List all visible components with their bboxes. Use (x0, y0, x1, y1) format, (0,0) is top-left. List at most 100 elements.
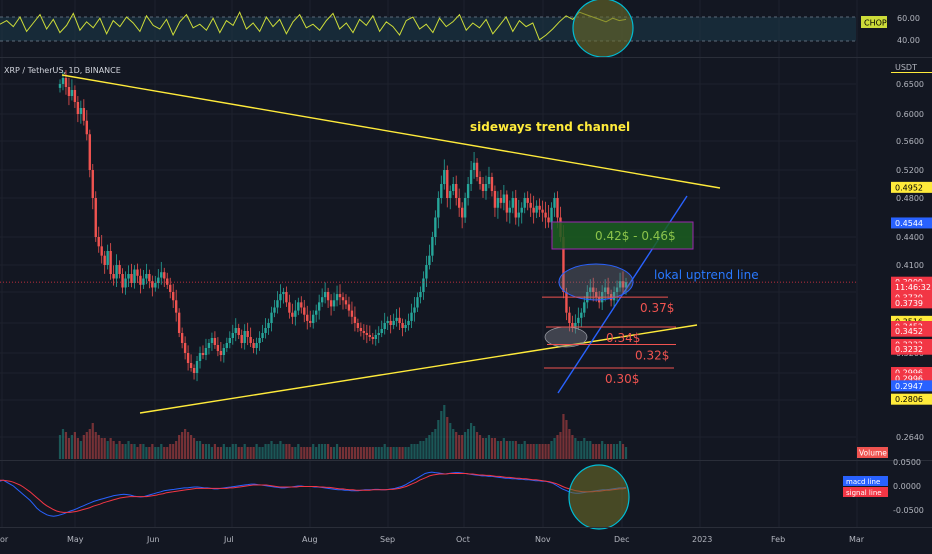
candle-body (106, 251, 109, 265)
volume-bar (273, 444, 276, 459)
candle-body (463, 198, 467, 218)
volume-bar (580, 441, 583, 459)
volume-bar (234, 444, 237, 459)
candle-body (338, 294, 342, 298)
candle-body (425, 265, 428, 279)
volume-badge (857, 447, 888, 458)
candle-body (475, 162, 479, 177)
candle-body (133, 269, 136, 283)
candle-body (180, 333, 184, 343)
volume-bar (437, 420, 440, 459)
price-tick: 0.5600 (896, 137, 924, 146)
candle-body (380, 329, 383, 333)
candle-body (505, 194, 509, 213)
volume-bar (136, 447, 139, 459)
volume-bar (467, 429, 470, 459)
volume-bar (610, 444, 613, 459)
candle-body (294, 310, 297, 317)
volume-bar (240, 447, 243, 459)
price-label-badge (891, 297, 932, 309)
candle-body (359, 328, 363, 331)
volume-bar (446, 417, 449, 459)
chop-label: CHOP (864, 19, 887, 28)
candle-body (398, 317, 401, 323)
volume-bar (380, 447, 383, 459)
volume-bar (413, 444, 416, 459)
volume-bar (532, 444, 535, 459)
candle-body (455, 184, 458, 198)
candle-body (216, 345, 220, 351)
volume-bar (139, 444, 142, 459)
candle-body (210, 338, 214, 343)
candle-body (320, 297, 324, 303)
volume-bar (264, 444, 267, 459)
candle-body (127, 274, 130, 279)
volume-bar (255, 444, 258, 459)
candle-body (487, 177, 491, 184)
candle-body (520, 207, 523, 213)
volume-bar (76, 438, 79, 459)
candle-body (440, 184, 443, 198)
volume-bar (520, 444, 523, 459)
chop-highlight-circle (572, 0, 634, 58)
candle-body (306, 314, 309, 321)
candle-body (118, 265, 121, 274)
volume-bar (58, 435, 62, 459)
macd-tick: 0.0000 (893, 482, 921, 491)
volume-bar (464, 432, 467, 459)
candle-body (493, 191, 497, 208)
volume-bar (624, 447, 628, 459)
candle-body (428, 255, 431, 265)
volume-bar (556, 435, 559, 459)
volume-bar (508, 441, 511, 459)
time-tick: Jun (146, 535, 160, 544)
volume-bar (228, 447, 231, 459)
candle-body (121, 274, 124, 288)
lower-trend-line (139, 324, 698, 414)
candle-body (407, 320, 410, 325)
candle-body (550, 207, 553, 223)
volume-bar (407, 447, 410, 459)
candle-body (565, 292, 568, 313)
candle-body (231, 333, 234, 338)
volume-bar (204, 444, 208, 459)
candle-body (103, 255, 106, 265)
candle-body (544, 212, 547, 218)
candle-body (496, 198, 500, 208)
volume-bar (121, 444, 124, 459)
volume-bar (145, 447, 148, 459)
candle-body (76, 102, 80, 114)
candle-body (541, 209, 544, 213)
macd-label-badge (843, 476, 888, 486)
candle-body (353, 316, 357, 323)
candle-body (258, 338, 261, 343)
volume-bar (243, 444, 246, 459)
volume-bar (85, 432, 88, 459)
candle-body (323, 292, 327, 298)
candle-body (273, 307, 276, 313)
candle-body (568, 312, 571, 323)
volume-bar (252, 447, 255, 459)
candle-body (344, 300, 348, 305)
candle-body (377, 333, 380, 335)
price-label: 0.4952 (895, 183, 923, 192)
volume-bar (517, 444, 520, 459)
candle-body (449, 191, 452, 198)
volume-bar (481, 438, 485, 459)
candle-body (246, 331, 249, 337)
candle-body (64, 78, 68, 87)
volume-bar (100, 438, 103, 459)
candle-body (615, 287, 619, 292)
volume-bar (535, 444, 538, 459)
time-axis[interactable]: or May Jun Jul Aug Sep Oct Nov Dec 2023 Feb Mar (0, 535, 865, 544)
candle-body (517, 212, 520, 218)
candle-body (383, 323, 386, 329)
candle-body (347, 304, 351, 311)
volume-bar (270, 441, 273, 459)
support-label: 0.30$ (605, 372, 639, 386)
candle-body (100, 246, 103, 256)
volume-bar (410, 444, 413, 459)
volume-label: Volume (859, 449, 887, 458)
volume-bar (419, 441, 422, 459)
